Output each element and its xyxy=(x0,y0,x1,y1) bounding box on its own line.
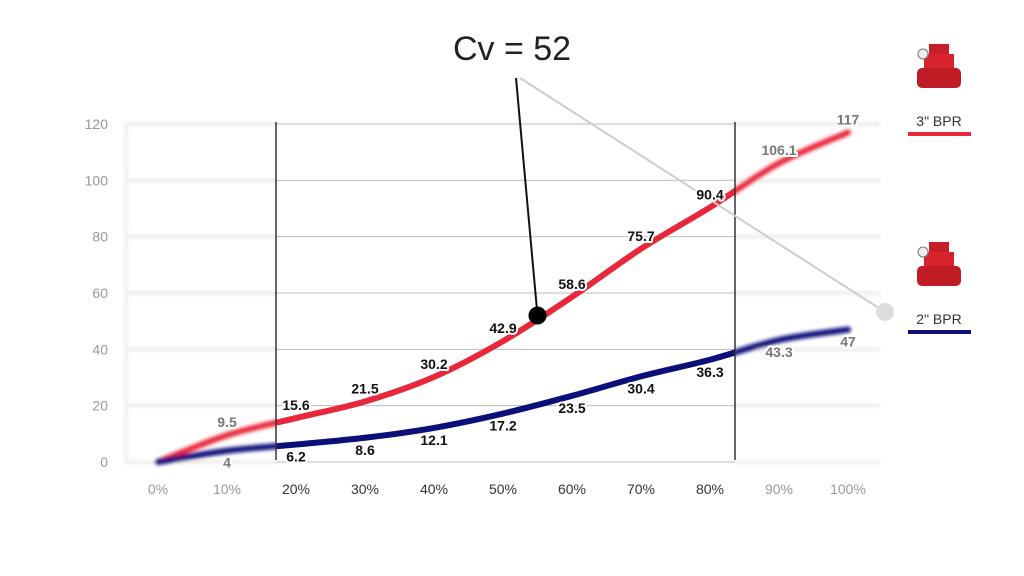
y-tick-label: 80 xyxy=(92,229,108,245)
data-label: 21.5 xyxy=(351,380,378,396)
x-tick-label: 20% xyxy=(282,481,310,497)
cv-annotation: Cv = 52 xyxy=(453,30,894,325)
pointer-line xyxy=(515,77,539,316)
y-tick-label: 0 xyxy=(100,454,108,470)
legend-item: 2" BPR xyxy=(908,242,971,334)
x-tick-label: 70% xyxy=(627,481,655,497)
legend: 3" BPR 2" BPR xyxy=(908,44,971,334)
data-label: 58.6 xyxy=(558,276,585,292)
y-tick-label: 60 xyxy=(92,285,108,301)
data-label: 4 xyxy=(223,455,231,471)
data-label: 90.4 xyxy=(696,186,723,202)
valve-icon xyxy=(917,242,961,286)
legend-label: 3" BPR xyxy=(916,113,961,129)
x-tick-label: 80% xyxy=(696,481,724,497)
pointer-line-gray xyxy=(519,77,886,313)
data-label: 47 xyxy=(840,334,856,350)
x-tick-label: 50% xyxy=(489,481,517,497)
data-label: 8.6 xyxy=(355,442,375,458)
legend-swatch xyxy=(908,330,971,334)
x-tick-label: 90% xyxy=(765,481,793,497)
data-label: 117 xyxy=(837,111,860,127)
annotation-marker xyxy=(528,306,547,325)
chart-text-layer: 0 20 40 60 80 100 120 0% 10% 20% 30% 40% 50% 60% 70% 80… xyxy=(85,109,866,497)
data-label: 9.5 xyxy=(217,414,237,430)
data-label: 106.1 xyxy=(761,142,796,158)
y-tick-label: 120 xyxy=(85,116,109,132)
data-label: 36.3 xyxy=(696,364,723,380)
legend-item: 3" BPR xyxy=(908,44,971,136)
data-label: 42.9 xyxy=(489,320,516,336)
x-tick-label: 0% xyxy=(148,481,168,497)
x-tick-label: 10% xyxy=(213,481,241,497)
annotation-label: Cv = 52 xyxy=(453,30,571,68)
data-label: 17.2 xyxy=(489,418,516,434)
x-tick-label: 100% xyxy=(830,481,866,497)
data-label: 15.6 xyxy=(282,397,309,413)
data-label: 43.3 xyxy=(765,344,792,360)
y-tick-label: 40 xyxy=(92,341,108,357)
data-label: 12.1 xyxy=(420,432,447,448)
data-label: 75.7 xyxy=(627,228,654,244)
y-tick-label: 100 xyxy=(85,172,109,188)
data-label: 30.4 xyxy=(627,380,654,396)
pointer-end-dot xyxy=(876,303,894,321)
data-label: 23.5 xyxy=(558,400,585,416)
y-tick-label: 20 xyxy=(92,398,108,414)
valve-icon xyxy=(917,44,961,88)
x-tick-label: 30% xyxy=(351,481,379,497)
x-tick-label: 40% xyxy=(420,481,448,497)
legend-label: 2" BPR xyxy=(916,311,961,327)
legend-swatch xyxy=(908,132,971,136)
data-label: 30.2 xyxy=(420,356,447,372)
series-line-0 xyxy=(276,187,735,426)
data-label: 6.2 xyxy=(286,449,306,465)
x-tick-label: 60% xyxy=(558,481,586,497)
